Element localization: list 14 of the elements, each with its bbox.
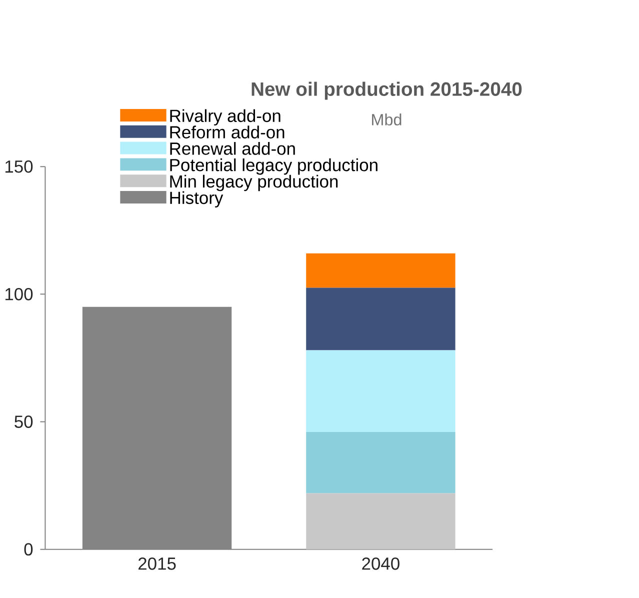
legend-label: Renewal add-on (170, 142, 295, 155)
y-tick-label: 100 (5, 288, 33, 300)
y-tick-label: 0 (24, 543, 33, 556)
legend-label: Min legacy production (170, 174, 338, 192)
legend-label: Reform add-on (170, 126, 284, 138)
y-tick-label: 50 (14, 416, 33, 428)
chart-title: New oil production 2015-2040 (252, 82, 522, 100)
y-tick-label: 150 (5, 160, 33, 173)
legend-label: Potential legacy production (170, 158, 378, 175)
legend-label: History (170, 191, 224, 208)
x-tick-label: 2015 (138, 557, 176, 570)
chart-subtitle: Mbd (372, 114, 402, 126)
x-tick-label: 2040 (362, 557, 400, 570)
legend-label: Rivalry add-on (170, 109, 280, 126)
